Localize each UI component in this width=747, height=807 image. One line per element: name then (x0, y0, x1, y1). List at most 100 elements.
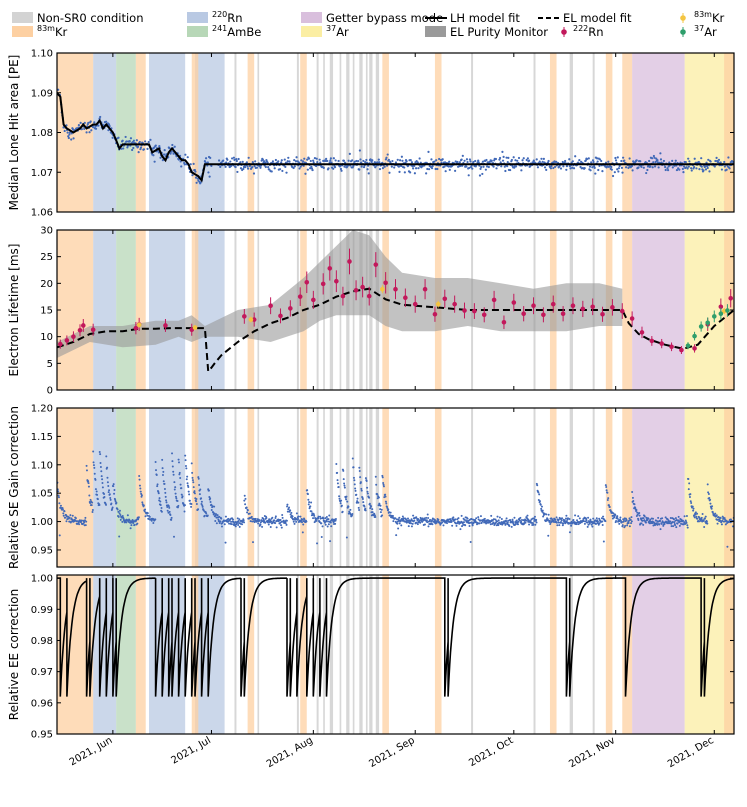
scatter-point (103, 496, 106, 499)
scatter-point (647, 517, 650, 520)
rn222-point (373, 262, 379, 267)
scatter-point (105, 503, 108, 506)
scatter-point (542, 157, 545, 160)
scatter-point (334, 519, 337, 522)
scatter-point (673, 521, 676, 524)
scatter-point (651, 522, 654, 525)
scatter-point (477, 159, 480, 162)
scatter-point (381, 514, 384, 517)
rn222-point (521, 311, 526, 317)
scatter-point (74, 517, 77, 520)
band-nonsr0 (257, 53, 260, 212)
scatter-point (509, 168, 512, 172)
legend-entry: 37Ar (680, 24, 717, 39)
legend-label: 241AmBe (212, 24, 261, 39)
scatter-point (662, 159, 666, 163)
band-nonsr0 (471, 575, 474, 734)
scatter-point (323, 520, 326, 523)
scatter-point (347, 159, 350, 162)
rn222-point (619, 308, 625, 314)
scatter-point (176, 499, 179, 502)
scatter-point (303, 157, 306, 160)
scatter-point (107, 129, 110, 132)
scatter-point (312, 513, 315, 516)
scatter-point (163, 149, 166, 152)
scatter-point (405, 160, 408, 163)
scatter-point (578, 517, 581, 520)
scatter-point (327, 520, 330, 523)
rn222-point (327, 266, 333, 271)
scatter-point (469, 521, 472, 524)
y-tick-label: 0.95 (31, 730, 53, 741)
scatter-point (583, 522, 586, 525)
scatter-point (414, 167, 418, 170)
band-nonsr0 (375, 575, 380, 734)
scatter-point (364, 507, 367, 510)
scatter-point (168, 146, 171, 150)
scatter-point (92, 461, 95, 464)
scatter-point (416, 523, 419, 526)
scatter-point (393, 166, 396, 169)
scatter-point (138, 478, 141, 481)
scatter-point (625, 519, 628, 522)
scatter-point (568, 517, 571, 520)
scatter-point (290, 511, 293, 514)
y-tick-label: 1.10 (31, 49, 53, 60)
rn222-point (288, 306, 293, 311)
scatter-point (271, 160, 275, 163)
scatter-point (430, 158, 433, 161)
scatter-point (377, 496, 380, 499)
band-nonsr0 (257, 408, 260, 567)
scatter-point (316, 542, 319, 545)
scatter-point (329, 540, 332, 543)
scatter-point (692, 507, 695, 510)
scatter-point (266, 161, 269, 164)
scatter-point (693, 516, 696, 519)
scatter-point (209, 497, 212, 500)
scatter-point (192, 162, 195, 165)
scatter-point (285, 523, 288, 526)
scatter-point (243, 494, 246, 497)
scatter-point (702, 169, 705, 172)
scatter-point (172, 535, 175, 538)
scatter-point (195, 498, 198, 501)
scatter-point (68, 516, 71, 519)
band-nonsr0 (323, 53, 325, 212)
scatter-point (180, 487, 183, 490)
scatter-point (659, 152, 662, 155)
scatter-point (384, 500, 387, 503)
scatter-point (144, 140, 147, 143)
rn222-point (600, 311, 605, 317)
scatter-point (547, 159, 550, 163)
band-nonsr0 (369, 408, 373, 567)
band-kr83m (247, 575, 255, 734)
scatter-point (97, 124, 100, 127)
scatter-point (465, 158, 469, 161)
scatter-point (678, 168, 681, 171)
scatter-point (373, 514, 376, 517)
band-nonsr0 (369, 575, 373, 734)
scatter-point (698, 516, 701, 519)
scatter-point (93, 472, 96, 475)
scatter-point (630, 516, 633, 519)
band-nonsr0 (346, 53, 350, 212)
scatter-point (289, 513, 292, 516)
scatter-point (505, 520, 508, 523)
scatter-point (154, 460, 157, 463)
scatter-point (364, 161, 367, 164)
scatter-point (708, 170, 711, 173)
scatter-point (641, 519, 644, 522)
scatter-point (288, 506, 291, 509)
band-nonsr0 (323, 408, 325, 567)
scatter-point (121, 520, 124, 523)
scatter-point (197, 476, 200, 479)
rn222-point (610, 305, 615, 310)
scatter-point (631, 169, 634, 172)
band-nonsr0 (352, 53, 355, 212)
scatter-point (136, 522, 139, 525)
scatter-point (642, 523, 645, 526)
rn222-point (590, 304, 595, 310)
scatter-point (388, 511, 391, 514)
scatter-point (386, 153, 389, 156)
scatter-point (395, 534, 398, 537)
